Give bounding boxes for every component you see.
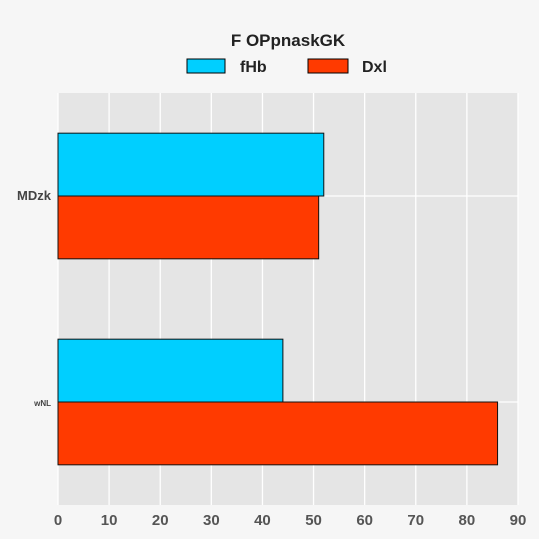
x-tick-label: 70 <box>407 512 424 529</box>
bar-Dxl-MDzk <box>57 195 320 260</box>
x-tick-label: 50 <box>305 512 322 529</box>
x-tick-label: 0 <box>54 512 62 529</box>
bar-fHb-wNL <box>57 338 284 403</box>
legend-swatch-Dxl <box>307 58 349 74</box>
legend-swatch-fHb <box>186 58 226 74</box>
legend-label-Dxl: Dxl <box>362 59 387 76</box>
legend: fHb Dxl <box>186 58 387 76</box>
x-tick-label: 20 <box>152 512 169 529</box>
bars <box>57 132 499 466</box>
y-category-label: wNL <box>33 399 51 408</box>
x-axis-ticks: 0 10 20 30 40 50 60 70 80 90 <box>54 512 527 529</box>
bar-Dxl-wNL <box>57 401 499 466</box>
bar-fHb-MDzk <box>57 132 325 197</box>
y-category-label: MDzk <box>17 188 52 203</box>
x-tick-label: 90 <box>510 512 527 529</box>
legend-label-fHb: fHb <box>240 59 267 76</box>
x-tick-label: 60 <box>356 512 373 529</box>
x-tick-label: 80 <box>459 512 476 529</box>
x-tick-label: 10 <box>101 512 118 529</box>
chart-title: F OPpnaskGK <box>231 31 346 50</box>
x-tick-label: 30 <box>203 512 220 529</box>
x-tick-label: 40 <box>254 512 271 529</box>
y-axis-categories: MDzk wNL <box>17 188 52 408</box>
